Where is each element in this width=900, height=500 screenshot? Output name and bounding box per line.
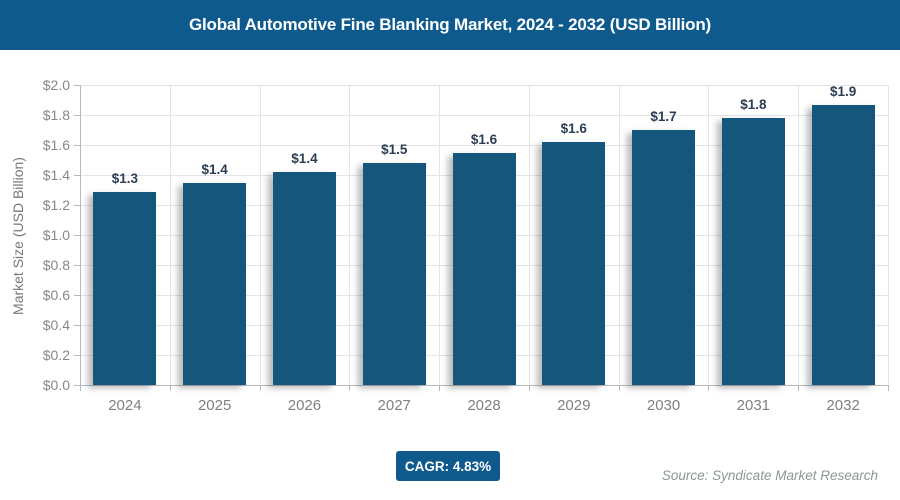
- x-axis-tick: [169, 385, 171, 391]
- bar-value-label: $1.5: [381, 142, 408, 157]
- y-axis-tick-label: $1.2: [42, 197, 70, 213]
- source-text: Source: Syndicate Market Research: [661, 468, 878, 483]
- v-gridline: [618, 85, 620, 385]
- bar-value-label: $1.4: [291, 151, 318, 166]
- y-axis-line: [80, 85, 81, 385]
- bar-value-label: $1.6: [560, 121, 587, 136]
- y-axis-tick-label: $1.4: [42, 167, 70, 183]
- v-gridline: [528, 85, 530, 385]
- bar: [362, 163, 426, 385]
- x-axis-label: 2029: [557, 397, 591, 414]
- y-axis-tick-label: $1.0: [42, 227, 70, 243]
- y-axis-tick: [74, 115, 80, 116]
- x-axis-label: 2030: [646, 397, 681, 414]
- y-axis-tick-label: $1.8: [42, 107, 70, 123]
- bar: [632, 130, 696, 385]
- bar-value-label: $1.9: [829, 83, 857, 99]
- y-axis-tick: [74, 385, 80, 386]
- x-axis-label: 2026: [287, 397, 322, 414]
- v-gridline: [798, 85, 800, 385]
- x-axis-tick: [798, 385, 800, 391]
- y-axis-tick: [74, 295, 80, 296]
- v-gridline: [439, 85, 441, 385]
- x-axis-tick: [259, 385, 261, 391]
- y-axis-tick: [74, 205, 80, 206]
- bar: [721, 118, 785, 385]
- h-gridline: [80, 85, 888, 86]
- x-axis-tick: [708, 385, 710, 391]
- y-axis-tick-label: $2.0: [42, 77, 70, 93]
- bar: [183, 182, 247, 385]
- y-axis-tick: [74, 175, 80, 176]
- x-axis-label: 2024: [108, 397, 142, 414]
- bar: [811, 104, 875, 385]
- y-axis-tick-label: $0.8: [42, 257, 70, 273]
- x-axis-tick: [618, 385, 620, 391]
- y-axis-tick-label: $0.0: [42, 377, 70, 393]
- x-axis-label: 2027: [377, 397, 411, 414]
- x-axis-label: 2032: [826, 397, 860, 414]
- y-axis-tick: [74, 235, 80, 236]
- x-axis-label: 2025: [197, 397, 232, 414]
- y-axis-tick-label: $0.2: [42, 347, 70, 363]
- x-axis-label: 2028: [467, 397, 501, 414]
- x-axis-tick: [528, 385, 530, 391]
- v-gridline: [708, 85, 710, 385]
- bar-value-label: $1.6: [470, 131, 498, 147]
- y-axis-tick-label: $0.6: [42, 287, 70, 303]
- bar: [542, 142, 606, 385]
- y-axis-tick: [74, 355, 80, 356]
- bar: [272, 172, 336, 385]
- y-axis-tick: [74, 265, 80, 266]
- chart-title: Global Automotive Fine Blanking Market, …: [189, 15, 711, 34]
- title-bar: Global Automotive Fine Blanking Market, …: [0, 0, 900, 50]
- v-gridline: [349, 85, 351, 385]
- x-axis-line: [80, 385, 888, 386]
- x-axis-tick: [349, 385, 351, 391]
- cagr-label: CAGR: 4.83%: [404, 458, 492, 474]
- bar-value-label: $1.7: [650, 109, 677, 124]
- v-gridline: [259, 85, 261, 385]
- x-axis-tick: [888, 385, 889, 391]
- y-axis-tick: [74, 85, 80, 86]
- y-axis-tick-label: $1.6: [42, 137, 70, 153]
- bar-value-label: $1.3: [111, 170, 139, 186]
- x-axis-tick: [80, 385, 81, 391]
- v-gridline: [169, 85, 171, 385]
- cagr-badge: CAGR: 4.83%: [396, 451, 500, 481]
- y-axis-tick: [74, 145, 80, 146]
- v-gridline: [888, 85, 889, 385]
- bar: [452, 152, 516, 385]
- x-axis-tick: [439, 385, 441, 391]
- y-axis-tick-label: $0.4: [42, 317, 70, 333]
- bar-value-label: $1.8: [740, 97, 767, 112]
- h-gridline: [80, 145, 888, 146]
- y-axis-tick: [74, 325, 80, 326]
- bar: [93, 191, 157, 385]
- h-gridline: [80, 115, 888, 116]
- x-axis-label: 2031: [736, 397, 771, 414]
- bar-value-label: $1.4: [201, 161, 228, 177]
